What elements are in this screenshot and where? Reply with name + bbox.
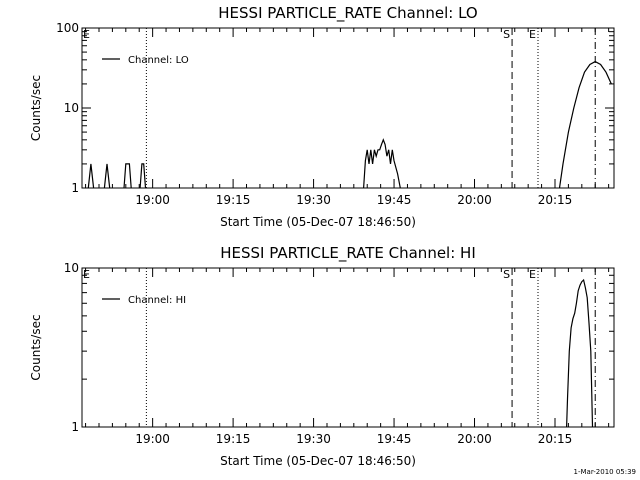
lo-xtick-label: 19:15: [216, 193, 251, 207]
hi-xaxis-title: Start Time (05-Dec-07 18:46:50): [220, 454, 416, 468]
hi-xtick-label: 20:00: [457, 432, 492, 446]
lo-xtick-label: 19:00: [135, 193, 170, 207]
lo-yaxis-title: Counts/sec: [29, 75, 43, 141]
lo-series-line: [363, 138, 401, 189]
lo-series-line: [139, 163, 147, 189]
lo-xaxis-title: Start Time (05-Dec-07 18:46:50): [220, 215, 416, 229]
hi-marker-label: S: [503, 268, 510, 281]
hi-ytick-label: 10: [64, 261, 79, 275]
hi-ytick-label: 1: [71, 420, 79, 434]
lo-series-line: [87, 163, 95, 189]
hi-xtick-label: 19:45: [377, 432, 412, 446]
lo-plot-frame: [81, 27, 615, 189]
lo-series-line: [103, 163, 111, 189]
hi-xtick-label: 19:15: [216, 432, 251, 446]
lo-xtick-label: 20:15: [538, 193, 573, 207]
hi-xtick-label: 19:30: [296, 432, 331, 446]
hi-yaxis-title: Counts/sec: [29, 314, 43, 380]
hi-plot-frame: [81, 267, 615, 428]
lo-series-line: [123, 163, 132, 189]
lo-chart-title: HESSI PARTICLE_RATE Channel: LO: [218, 4, 477, 23]
hi-xtick-label: 20:15: [538, 432, 573, 446]
lo-legend-label: Channel: LO: [128, 55, 189, 66]
lo-marker-label: S: [503, 28, 510, 41]
lo-ytick-label: 10: [64, 101, 79, 115]
lo-marker-label: E: [83, 28, 90, 41]
lo-xtick-label: 19:30: [296, 193, 331, 207]
lo-xtick-label: 20:00: [457, 193, 492, 207]
footer-timestamp: 1-Mar-2010 05:39: [574, 468, 636, 476]
lo-marker-label: E: [529, 28, 536, 41]
lo-ytick-label: 1: [71, 181, 79, 195]
hi-chart-title: HESSI PARTICLE_RATE Channel: HI: [220, 244, 476, 263]
lo-xtick-label: 19:45: [377, 193, 412, 207]
hi-marker-label: E: [529, 268, 536, 281]
lo-series-line: [558, 60, 612, 189]
hi-series-line: [566, 278, 594, 428]
lo-ytick-label: 100: [56, 21, 79, 35]
hi-legend-label: Channel: HI: [128, 295, 186, 306]
hi-marker-label: E: [83, 268, 90, 281]
hi-xtick-label: 19:00: [135, 432, 170, 446]
